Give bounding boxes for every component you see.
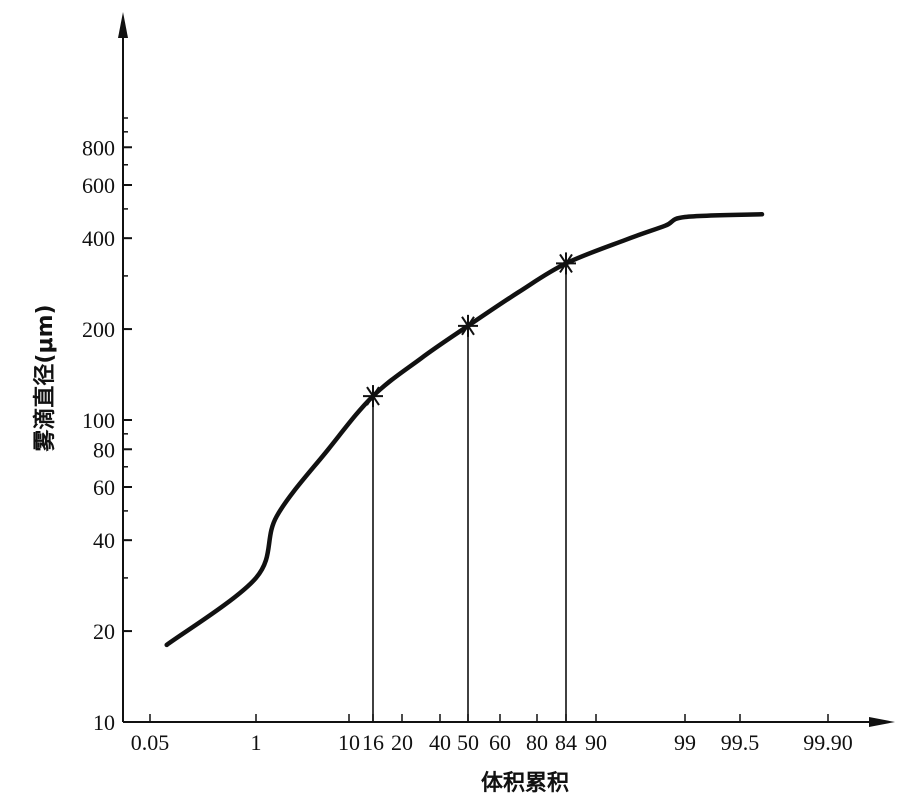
x-tick-label-16: 16 (362, 730, 384, 755)
marker-84 (556, 252, 576, 275)
series-layer (164, 212, 765, 648)
y-tick-label-800: 800 (82, 135, 115, 160)
y-tick-label-40: 40 (93, 528, 115, 553)
y-tick-label-600: 600 (82, 173, 115, 198)
y-tick-label-20: 20 (93, 619, 115, 644)
x-tick-label-90: 90 (585, 730, 607, 755)
x-tick-label-99.5: 99.5 (721, 730, 760, 755)
x-tick-label-50: 50 (457, 730, 479, 755)
x-tick-label-60: 60 (489, 730, 511, 755)
marker-50 (458, 314, 478, 337)
y-tick-label-10: 10 (93, 710, 115, 735)
series-line-0 (164, 212, 765, 648)
marker-layer (363, 252, 576, 408)
x-tick-label-1: 1 (251, 730, 262, 755)
x-tick-label-10: 10 (338, 730, 360, 755)
y-tick-label-80: 80 (93, 437, 115, 462)
x-tick-label-99.90: 99.90 (803, 730, 853, 755)
y-tick-label-200: 200 (82, 317, 115, 342)
guide-lines (372, 263, 567, 722)
y-axis-arrow (118, 12, 128, 38)
x-tick-label-84: 84 (555, 730, 577, 755)
x-tick-label-20: 20 (391, 730, 413, 755)
x-axis-arrow (869, 717, 895, 727)
y-tick-label-100: 100 (82, 408, 115, 433)
marker-16 (363, 385, 383, 408)
x-tick-label-99: 99 (674, 730, 696, 755)
x-axis-title: 体积累积 (481, 771, 569, 796)
y-axis-title: 雾滴直径(μm) (32, 304, 58, 451)
x-tick-label-80: 80 (526, 730, 548, 755)
y-tick-label-400: 400 (82, 226, 115, 251)
x-tick-label-40: 40 (429, 730, 451, 755)
y-tick-label-60: 60 (93, 475, 115, 500)
axes (118, 12, 895, 727)
x-tick-label-0.05: 0.05 (131, 730, 170, 755)
